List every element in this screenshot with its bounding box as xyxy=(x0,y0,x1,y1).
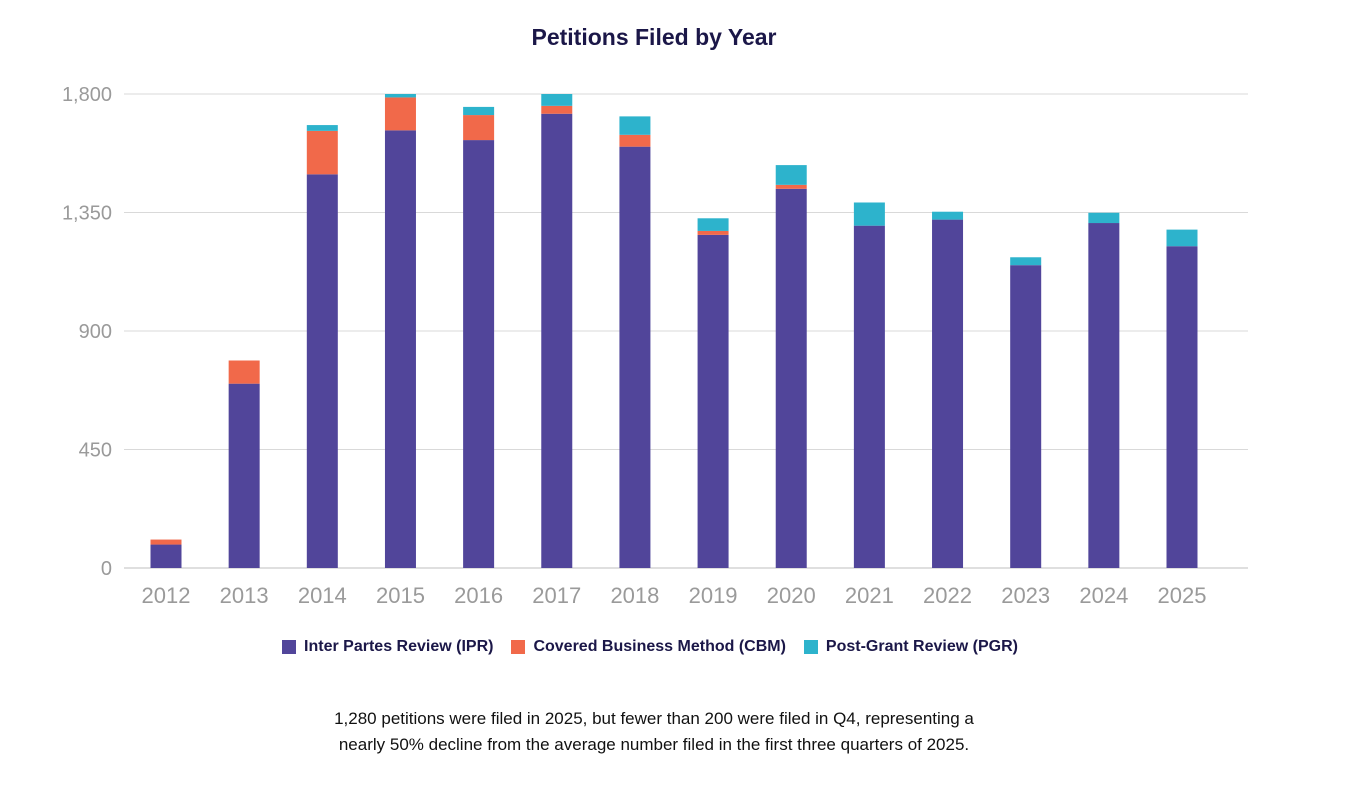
bar-ipr-2012 xyxy=(150,544,182,568)
bar-ipr-2024 xyxy=(1088,223,1120,569)
x-tick-label-2013: 2013 xyxy=(220,583,269,608)
bar-cbm-2020 xyxy=(775,184,807,189)
x-tick-label-2018: 2018 xyxy=(610,583,659,608)
bar-cbm-2017 xyxy=(541,105,573,114)
bar-pgr-2014 xyxy=(306,125,338,131)
x-tick-label-2024: 2024 xyxy=(1079,583,1128,608)
bar-ipr-2025 xyxy=(1166,246,1198,568)
legend-label-cbm: Covered Business Method (CBM) xyxy=(533,638,786,655)
stacked-bar-chart: 0 450 900 1,350 1,800 2012 2013 2014 2015 2016 201… xyxy=(62,84,1248,608)
bar-pgr-2020 xyxy=(775,165,807,185)
legend-swatch-cbm xyxy=(511,640,526,654)
bar-ipr-2020 xyxy=(775,188,807,569)
bar-ipr-2016 xyxy=(463,140,495,569)
x-tick-label-2023: 2023 xyxy=(1001,583,1050,608)
bar-cbm-2016 xyxy=(463,115,495,141)
legend-label-ipr: Inter Partes Review (IPR) xyxy=(304,638,494,655)
legend-swatch-pgr xyxy=(803,640,818,654)
legend-item-pgr: Post-Grant Review (PGR) xyxy=(803,638,1018,656)
chart-title: Petitions Filed by Year xyxy=(531,24,777,50)
bar-cbm-2019 xyxy=(697,230,729,235)
x-tick-label-2020: 2020 xyxy=(767,583,816,608)
bar-pgr-2023 xyxy=(1010,257,1042,266)
y-tick-label-0: 0 xyxy=(101,558,112,580)
bar-pgr-2021 xyxy=(853,202,885,226)
legend-swatch-ipr xyxy=(282,640,297,654)
x-tick-label-2012: 2012 xyxy=(142,583,191,608)
bar-ipr-2023 xyxy=(1010,265,1042,568)
y-tick-label-4: 1,800 xyxy=(62,84,112,106)
y-tick-label-3: 1,350 xyxy=(62,203,112,225)
bar-ipr-2022 xyxy=(932,219,964,569)
bar-ipr-2021 xyxy=(853,225,885,568)
chart-caption: 1,280 petitions were filed in 2025, but … xyxy=(0,706,1308,758)
bar-cbm-2012 xyxy=(150,539,182,545)
x-tick-label-2022: 2022 xyxy=(923,583,972,608)
caption-line-2: nearly 50% decline from the average numb… xyxy=(338,735,970,754)
x-tick-label-2019: 2019 xyxy=(689,583,738,608)
bar-pgr-2017 xyxy=(541,94,573,106)
bar-cbm-2013 xyxy=(228,360,260,384)
bar-cbm-2014 xyxy=(306,130,338,175)
bar-ipr-2015 xyxy=(384,130,416,568)
bar-pgr-2025 xyxy=(1166,229,1198,247)
legend-item-ipr: Inter Partes Review (IPR) xyxy=(282,638,493,656)
x-tick-label-2015: 2015 xyxy=(376,583,425,608)
bar-pgr-2016 xyxy=(463,106,495,116)
y-tick-label-1: 450 xyxy=(79,440,112,462)
bar-pgr-2018 xyxy=(619,116,651,135)
bar-cbm-2015 xyxy=(384,97,416,131)
x-tick-label-2014: 2014 xyxy=(298,583,347,608)
bar-ipr-2017 xyxy=(541,113,573,568)
x-tick-label-2021: 2021 xyxy=(845,583,894,608)
x-tick-label-2016: 2016 xyxy=(454,583,503,608)
bar-ipr-2019 xyxy=(697,234,729,568)
bar-pgr-2019 xyxy=(697,218,729,231)
bar-pgr-2024 xyxy=(1088,212,1120,224)
x-tick-label-2025: 2025 xyxy=(1158,583,1207,608)
y-tick-label-2: 900 xyxy=(79,321,112,343)
bar-pgr-2022 xyxy=(932,211,964,220)
legend-label-pgr: Post-Grant Review (PGR) xyxy=(825,638,1018,655)
bar-cbm-2018 xyxy=(619,134,651,147)
caption-line-1: 1,280 petitions were filed in 2025, but … xyxy=(334,709,974,728)
legend-item-cbm: Covered Business Method (CBM) xyxy=(511,638,786,656)
bar-pgr-2015 xyxy=(384,94,416,98)
legend: Inter Partes Review (IPR) Covered Busine… xyxy=(0,638,1300,656)
bar-ipr-2018 xyxy=(619,146,651,568)
bar-ipr-2014 xyxy=(306,174,338,569)
x-tick-label-2017: 2017 xyxy=(532,583,581,608)
bar-ipr-2013 xyxy=(228,383,260,568)
